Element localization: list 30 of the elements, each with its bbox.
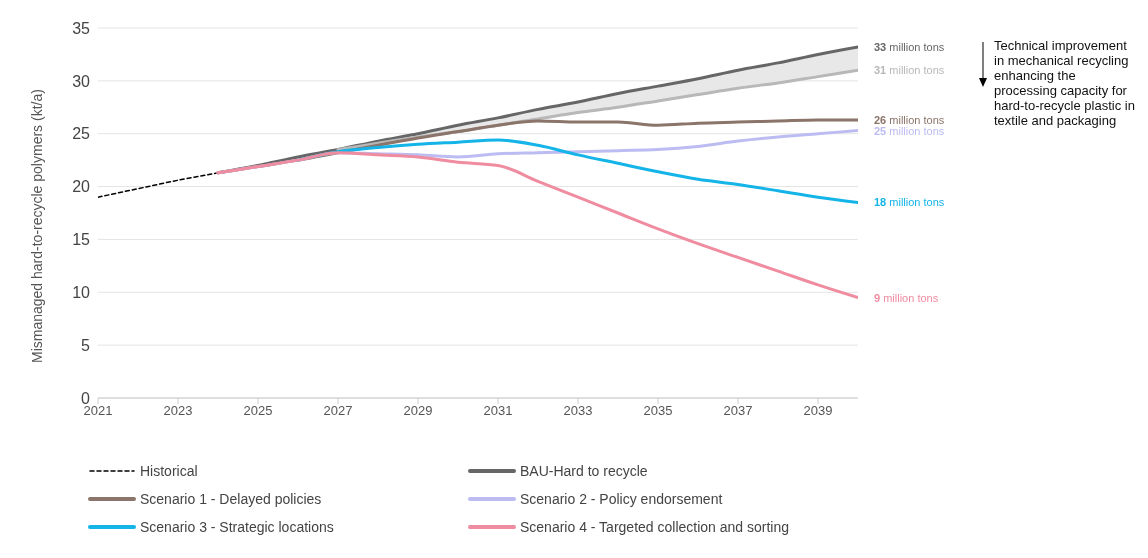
legend-label: BAU-Hard to recycle [520,463,648,479]
data-label: 9 million tons [874,291,939,304]
legend-label: Scenario 1 - Delayed policies [140,491,322,507]
y-axis-title: Mismanaged hard-to-recycle polymers (kt/a) [28,89,45,363]
x-tick-label: 2035 [643,403,673,419]
y-tick-label: 15 [72,231,91,249]
legend-label: Scenario 2 - Policy endorsement [520,491,723,507]
text: Technical improvement in mechanical recycling enhancing the processing capacity for hard-to-recycle plastic in textile and packaging [994,38,1136,128]
x-tick-label: 2025 [243,403,273,419]
x-tick-label: 2033 [563,403,593,419]
y-tick-label: 10 [72,283,91,301]
data-label: 26 million tons [874,113,945,126]
y-tick-label: 25 [72,125,91,143]
legend-label: Historical [140,463,198,479]
y-tick-label: 5 [81,336,91,354]
x-tick-label: 2023 [163,403,193,419]
data-label: 33 million tons [874,41,945,54]
y-tick-label: 20 [72,178,91,196]
y-tick-label: 35 [72,19,91,37]
data-label: 18 million tons [874,196,945,209]
x-tick-label: 2027 [323,403,353,419]
x-tick-label: 2039 [803,403,833,419]
x-tick-label: 2037 [723,403,753,419]
data-label: 31 million tons [874,64,945,77]
x-tick-label: 2029 [403,403,433,419]
legend-label: Scenario 3 - Strategic locations [140,519,334,535]
x-tick-label: 2031 [483,403,513,419]
data-label: 25 million tons [874,124,945,137]
y-tick-label: 30 [72,72,91,90]
legend-label: Scenario 4 - Targeted collection and sorting [520,519,790,535]
